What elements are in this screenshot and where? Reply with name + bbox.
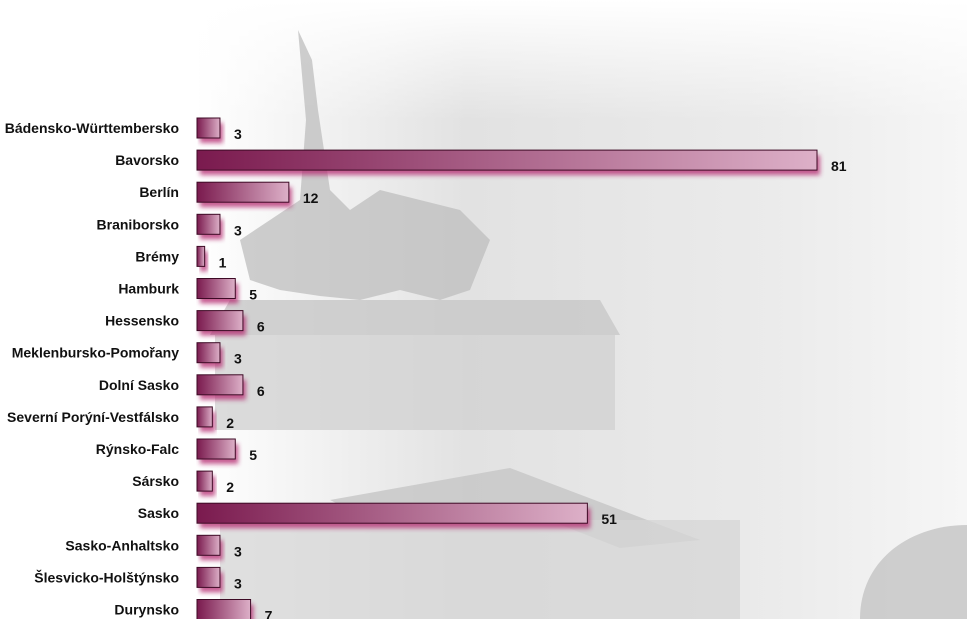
category-label: Meklenbursko-Pomořany: [12, 345, 179, 361]
value-label: 5: [249, 287, 257, 303]
category-label: Sasko: [138, 505, 179, 521]
bar: [196, 181, 290, 203]
category-label: Rýnsko-Falc: [96, 441, 179, 457]
value-label: 3: [234, 575, 242, 591]
bar: [196, 406, 213, 428]
bar: [196, 534, 221, 556]
category-label: Bavorsko: [115, 152, 179, 168]
category-label: Šlesvicko-Holštýnsko: [34, 568, 179, 585]
category-label: Bádensko-Württembersko: [5, 120, 179, 136]
bar: [196, 245, 206, 267]
bar: [196, 470, 213, 492]
category-labels: Bádensko-Württembersko Bavorsko Berlín Bran…: [5, 120, 179, 618]
category-label: Sasko-Anhaltsko: [65, 537, 179, 553]
value-label: 81: [831, 158, 847, 174]
bar: [196, 438, 236, 460]
value-label: 5: [249, 447, 257, 463]
category-label: Dolní Sasko: [99, 377, 179, 393]
value-label: 6: [257, 383, 265, 399]
bar: [196, 278, 236, 299]
category-label: Braniborsko: [97, 216, 179, 232]
bar: [196, 149, 818, 171]
category-label: Durynsko: [114, 602, 179, 618]
value-label: 2: [226, 479, 234, 495]
category-label: Sársko: [132, 473, 179, 489]
bar: [196, 502, 588, 524]
value-label: 2: [226, 415, 234, 431]
value-label: 6: [257, 319, 265, 335]
value-label: 7: [265, 608, 273, 619]
value-label: 3: [234, 222, 242, 238]
bar: [196, 566, 221, 588]
value-label: 51: [601, 511, 617, 527]
bars-layer: [196, 117, 820, 619]
bar: [196, 342, 221, 364]
category-label: Hamburk: [118, 281, 179, 297]
category-label: Berlín: [139, 184, 179, 200]
category-label: Hessensko: [105, 313, 179, 329]
bar: [196, 213, 221, 235]
bar: [196, 117, 221, 139]
category-label: Brémy: [135, 248, 179, 264]
category-label: Severní Porýní-Vestfálsko: [7, 409, 179, 425]
value-label: 3: [234, 543, 242, 559]
bar: [196, 599, 252, 619]
bar: [196, 310, 244, 332]
bar: [196, 374, 244, 396]
value-label: 3: [234, 351, 242, 367]
value-label: 3: [234, 126, 242, 142]
value-label: 12: [303, 190, 319, 206]
value-label: 1: [219, 254, 227, 270]
